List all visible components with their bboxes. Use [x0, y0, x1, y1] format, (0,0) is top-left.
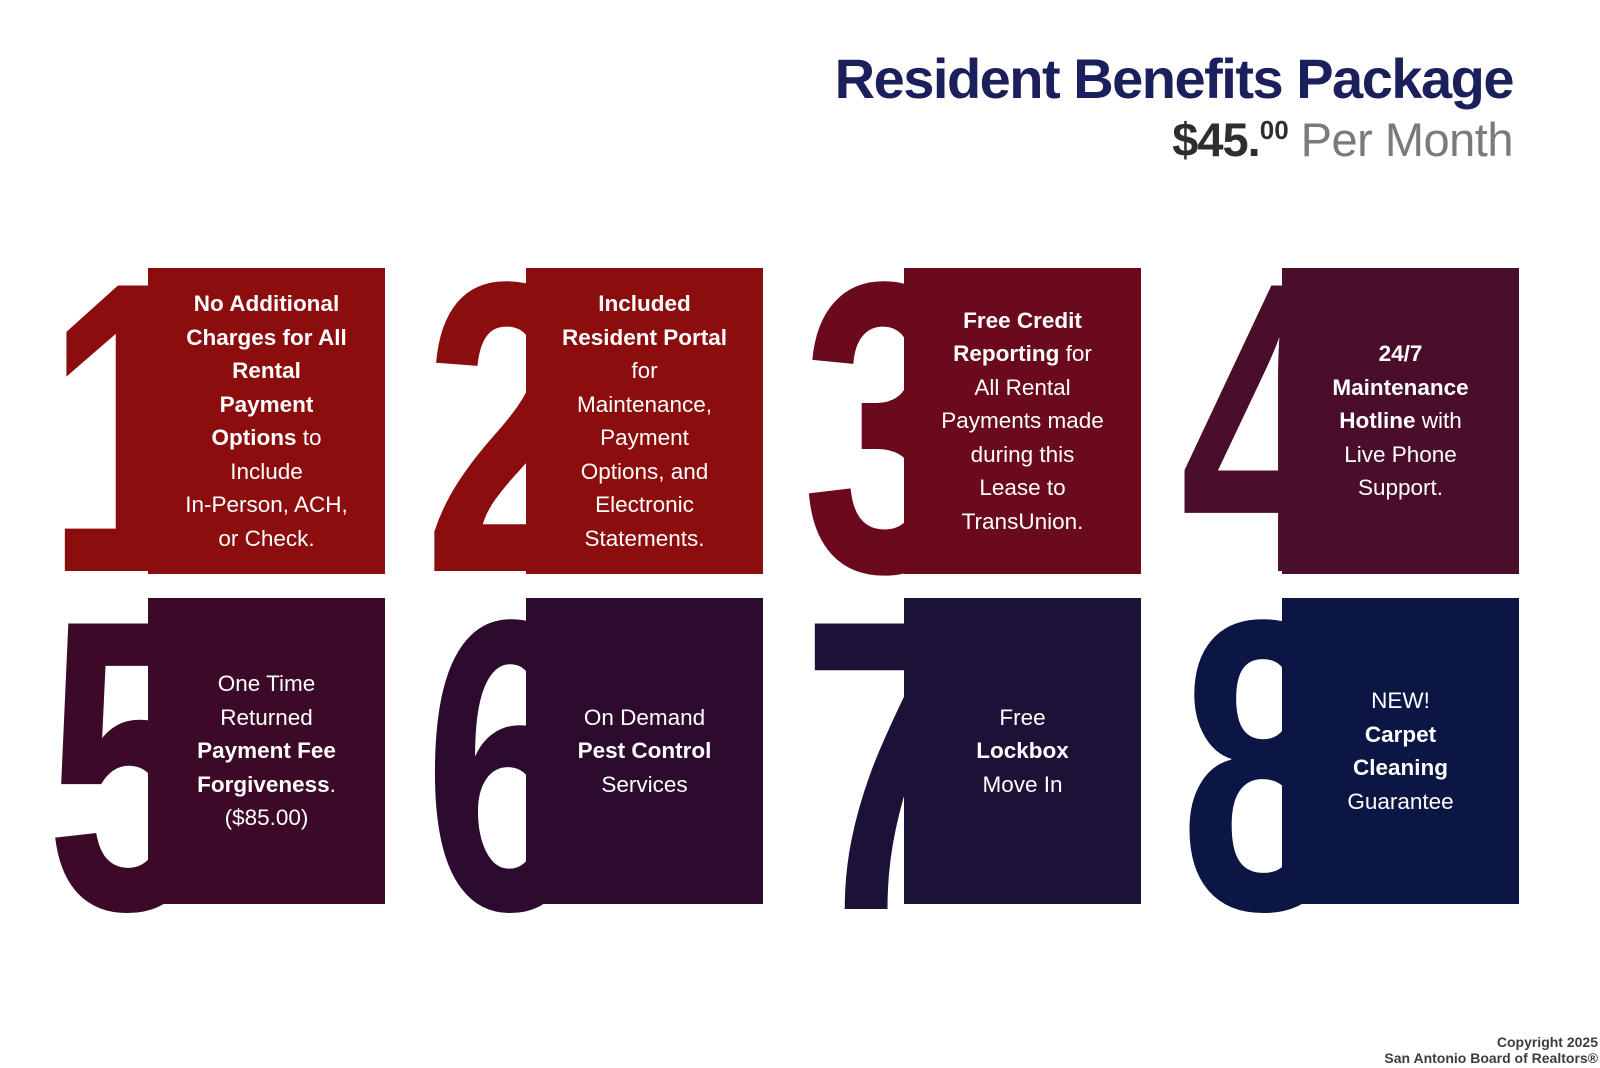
card-square-1: No Additional Charges for All Rental Pay… — [148, 268, 385, 574]
copyright: Copyright 2025 San Antonio Board of Real… — [1384, 1034, 1598, 1066]
benefit-card-5: 5 One Time Returned Payment Fee Forgiven… — [46, 558, 385, 973]
card-text-3: Free Credit Reporting for All Rental Pay… — [941, 307, 1104, 534]
benefit-cards-grid: 1 No Additional Charges for All Rental P… — [46, 220, 1519, 973]
card-square-5: One Time Returned Payment Fee Forgivenes… — [148, 598, 385, 904]
benefit-card-8: 8 NEW! Carpet Cleaning Guarantee — [1180, 558, 1519, 973]
benefit-card-2: 2 Included Resident Portal for Maintenan… — [424, 220, 763, 635]
card-square-6: On Demand Pest Control Services — [526, 598, 763, 904]
benefit-card-1: 1 No Additional Charges for All Rental P… — [46, 220, 385, 635]
copyright-line-2: San Antonio Board of Realtors® — [1384, 1050, 1598, 1066]
card-text-2: Included Resident Portal for Maintenance… — [561, 291, 728, 551]
page-title: Resident Benefits Package — [834, 47, 1515, 110]
header: Resident Benefits Package $45.00 Per Mont… — [834, 47, 1515, 166]
card-text-7: Free Lockbox Move In — [976, 704, 1069, 797]
card-square-8: NEW! Carpet Cleaning Guarantee — [1282, 598, 1519, 904]
card-text-1: No Additional Charges for All Rental Pay… — [185, 291, 348, 551]
price-line: $45.00 Per Month — [835, 112, 1514, 166]
card-square-3: Free Credit Reporting for All Rental Pay… — [904, 268, 1141, 574]
price-amount: $45. — [1172, 112, 1260, 166]
benefit-card-7: 7 Free Lockbox Move In — [802, 558, 1141, 973]
copyright-line-1: Copyright 2025 — [1496, 1034, 1598, 1050]
card-text-4: 24/7 Maintenance Hotline with Live Phone… — [1332, 341, 1469, 501]
card-text-5: One Time Returned Payment Fee Forgivenes… — [197, 671, 336, 831]
price-suffix: Per Month — [1300, 112, 1514, 166]
card-square-2: Included Resident Portal for Maintenance… — [526, 268, 763, 574]
card-text-6: On Demand Pest Control Services — [577, 704, 712, 797]
benefit-card-6: 6 On Demand Pest Control Services — [424, 558, 763, 973]
card-text-8: NEW! Carpet Cleaning Guarantee — [1347, 688, 1454, 814]
price-cents: 00 — [1259, 114, 1289, 145]
card-square-7: Free Lockbox Move In — [904, 598, 1141, 904]
card-square-4: 24/7 Maintenance Hotline with Live Phone… — [1282, 268, 1519, 574]
benefit-card-4: 4 24/7 Maintenance Hotline with Live Pho… — [1180, 220, 1519, 635]
benefit-card-3: 3 Free Credit Reporting for All Rental P… — [802, 220, 1141, 635]
